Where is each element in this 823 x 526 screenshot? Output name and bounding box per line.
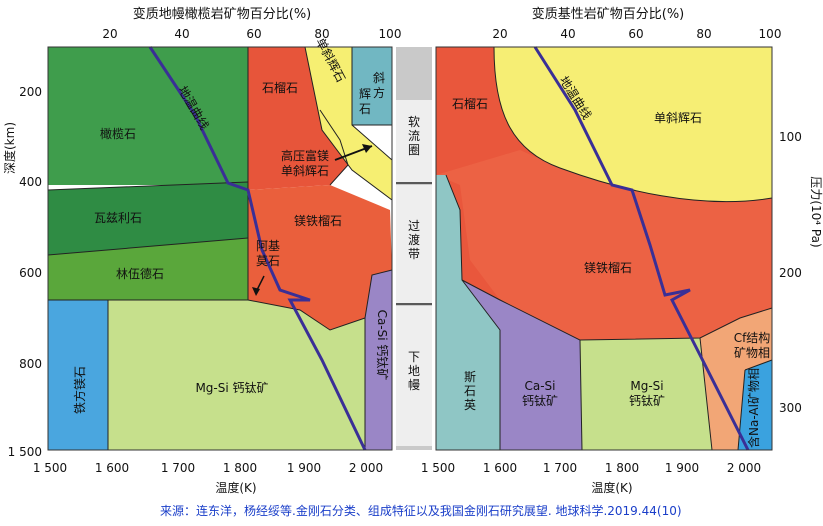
label-stishovite: 斯石英 <box>464 370 476 412</box>
right-top-title: 变质基性岩矿物百分比(%) <box>532 6 685 22</box>
region-wadsleyite <box>48 182 248 255</box>
label-akimotoite: 阿基莫石 <box>256 239 280 268</box>
right-pressure-label: 压力(10⁴ Pa) <box>809 176 823 247</box>
arrow-hp-cpx-head <box>362 144 372 153</box>
left-panel: 橄榄石 瓦兹利石 林伍德石 Mg-Si 钙钛矿 石榴石 镁铁榴石 高压富镁单斜辉… <box>2 6 401 495</box>
region-ringwoodite <box>48 238 248 300</box>
region-naal-right <box>738 360 772 450</box>
right-pressure-ticks: 100 200 300 <box>779 130 802 415</box>
left-bottom-tick: 1 700 <box>161 461 195 475</box>
region-mgsi-perovskite-left <box>108 300 365 450</box>
depth-tick: 600 <box>19 266 42 280</box>
label-majorite-left: 镁铁榴石 <box>294 214 342 228</box>
depth-tick: 400 <box>19 175 42 189</box>
left-bottom-tick: 1 500 <box>33 461 67 475</box>
label-hp-cpx: 高压富镁单斜辉石 <box>281 148 329 178</box>
right-bottom-tick: 1 800 <box>605 461 639 475</box>
left-top-tick: 20 <box>102 27 117 41</box>
pressure-tick: 200 <box>779 266 802 280</box>
region-stishovite <box>436 175 500 450</box>
region-casi-right <box>462 280 582 450</box>
left-bottom-tick: 1 900 <box>287 461 321 475</box>
middle-band: 软流圈 过渡带 下地幔 <box>396 47 432 450</box>
region-majorite-left <box>248 185 392 330</box>
right-top-ticks: 20 40 60 80 100 <box>492 27 781 41</box>
right-top-tick: 40 <box>560 27 575 41</box>
band-label-middle: 过渡带 <box>408 219 420 261</box>
right-top-tick: 20 <box>492 27 507 41</box>
right-bottom-tick: 2 000 <box>727 461 761 475</box>
label-casi-right: Ca-Si 钙钛矿 <box>522 379 558 408</box>
left-frame <box>47 46 393 451</box>
label-casi-left: Ca-Si 钙钛矿 <box>375 310 390 381</box>
left-top-tick: 80 <box>314 27 329 41</box>
left-bottom-tick: 1 600 <box>95 461 129 475</box>
label-ringwoodite: 林伍德石 <box>116 266 164 281</box>
region-casi-left <box>365 270 392 450</box>
label-opx: 斜方辉石 <box>359 71 385 116</box>
region-cf-right <box>700 308 772 450</box>
label-wadsleyite: 瓦兹利石 <box>94 211 142 225</box>
right-top-tick: 60 <box>628 27 643 41</box>
label-garnet-right: 石榴石 <box>452 97 488 111</box>
label-olivine: 橄榄石 <box>100 126 136 141</box>
right-bottom-tick: 1 900 <box>665 461 699 475</box>
band-middle <box>396 185 432 303</box>
label-mgsi-left: Mg-Si 钙钛矿 <box>195 380 268 395</box>
left-bottom-label: 温度(K) <box>215 480 256 495</box>
left-top-tick: 100 <box>379 27 402 41</box>
label-ferropericlase: 铁方镁石 <box>72 366 87 414</box>
left-bottom-ticks: 1 500 1 600 1 700 1 800 1 900 2 000 <box>33 461 383 475</box>
left-top-tick: 60 <box>246 27 261 41</box>
source-citation: 来源：连东洋，杨经绥等.金刚石分类、组成特征以及我国金刚石研究展望. 地球科学.… <box>160 504 682 518</box>
pressure-tick: 100 <box>779 130 802 144</box>
label-garnet-left: 石榴石 <box>262 81 298 95</box>
region-garnet-left <box>248 47 348 190</box>
left-top-ticks: 20 40 60 80 100 <box>102 27 401 41</box>
left-depth-label: 深度(km) <box>2 122 17 174</box>
band-label-upper: 软流圈 <box>408 115 420 157</box>
right-panel: 石榴石 单斜辉石 镁铁榴石 Ca-Si 钙钛矿 Mg-Si 钙钛矿 Cf结构矿物相 … <box>421 6 823 495</box>
right-bottom-tick: 1 600 <box>483 461 517 475</box>
region-cpx-right <box>494 47 772 202</box>
left-bottom-tick: 1 800 <box>223 461 257 475</box>
right-bottom-tick: 1 500 <box>421 461 455 475</box>
right-bottom-tick: 1 700 <box>543 461 577 475</box>
depth-tick: 200 <box>19 85 42 99</box>
label-mgsi-right: Mg-Si 钙钛矿 <box>629 379 665 408</box>
left-top-tick: 40 <box>174 27 189 41</box>
arrow-akimotoite-head <box>252 287 260 296</box>
label-cpx-right: 单斜辉石 <box>654 111 702 125</box>
label-majorite-right: 镁铁榴石 <box>584 261 632 275</box>
geotherm-left <box>148 46 367 451</box>
depth-tick: 800 <box>19 357 42 371</box>
region-ferropericlase <box>48 300 108 450</box>
right-top-tick: 80 <box>696 27 711 41</box>
band-label-lower: 下地幔 <box>408 350 420 392</box>
depth-tick: 1 500 <box>8 445 42 459</box>
right-bottom-label: 温度(K) <box>591 480 632 495</box>
label-naal: 含Na-Al矿物相 <box>746 368 761 448</box>
right-frame <box>435 46 773 451</box>
band-upper <box>396 100 432 182</box>
region-opx <box>352 47 392 125</box>
region-cpx-left <box>305 47 392 200</box>
label-cf-right: Cf结构矿物相 <box>734 330 771 360</box>
right-bottom-ticks: 1 500 1 600 1 700 1 800 1 900 2 000 <box>421 461 761 475</box>
pressure-tick: 300 <box>779 401 802 415</box>
region-mgsi-right <box>580 338 712 450</box>
region-olivine <box>48 47 248 185</box>
band-lower <box>396 306 432 446</box>
left-bottom-tick: 2 000 <box>349 461 383 475</box>
left-depth-ticks: 200 400 600 800 1 500 <box>8 85 42 459</box>
right-top-tick: 100 <box>759 27 782 41</box>
left-top-title: 变质地幔橄榄岩矿物百分比(%) <box>133 6 312 22</box>
geotherm-right <box>533 46 750 451</box>
